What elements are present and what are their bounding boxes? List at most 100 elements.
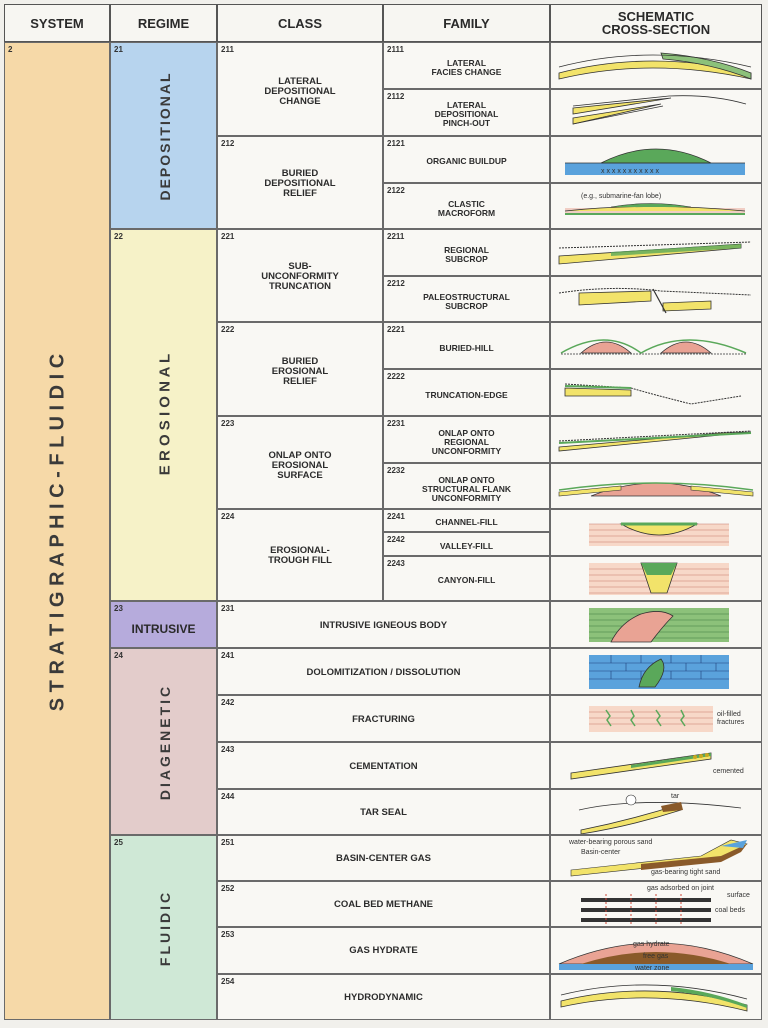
class-code: 211 (221, 45, 234, 54)
class-name: INTRUSIVE IGNEOUS BODY (319, 620, 448, 631)
class-cell: 224 EROSIONAL- TROUGH FILL (217, 509, 383, 601)
note-hyd-hydrate: gas hydrate (633, 941, 670, 948)
note-hyd-free: free gas (643, 953, 669, 960)
class-code: 253 (221, 930, 235, 939)
family-cell: 2231 ONLAP ONTO REGIONAL UNCONFORMITY (383, 416, 550, 463)
family-name: PALEOSTRUCTURAL SUBCROP (423, 292, 510, 311)
family-cell: 2211 REGIONAL SUBCROP (383, 229, 550, 276)
regime-name: FLUIDIC (157, 889, 173, 967)
svg-text:x x x x x x x x x x x: x x x x x x x x x x x (601, 168, 659, 175)
regime-intrusive: 23 INTRUSIVE (110, 601, 217, 648)
lateral-facies-schematic (558, 52, 752, 80)
family-name: ONLAP ONTO STRUCTURAL FLANK UNCONFORMITY (421, 475, 512, 503)
family-name: LATERAL FACIES CHANGE (431, 58, 502, 77)
coal-bed-methane-schematic: gas adsorbed on joint surface coal beds (581, 885, 750, 924)
family-cell: 2121 ORGANIC BUILDUP (383, 136, 550, 183)
class-code: 242 (221, 698, 235, 707)
class-name: CEMENTATION (349, 761, 418, 772)
schematic-cell: (e.g., submarine-fan lobe) (550, 183, 762, 229)
class-code: 221 (221, 232, 235, 241)
canyon-fill-schematic (589, 562, 729, 595)
family-code: 2232 (387, 466, 405, 475)
regime-fluidic: 25 FLUIDIC (110, 835, 217, 1020)
class-name: BASIN-CENTER GAS (335, 853, 431, 864)
class-cell: 241 DOLOMITIZATION / DISSOLUTION (217, 648, 550, 695)
channel-fill-schematic (589, 522, 729, 546)
family-cell: 2122 CLASTIC MACROFORM (383, 183, 550, 229)
hydrodynamic-schematic (560, 984, 748, 1012)
class-name: HYDRODYNAMIC (344, 992, 423, 1003)
family-name: VALLEY-FILL (439, 541, 494, 551)
intrusive-body-schematic (589, 608, 729, 643)
family-cell: 2243 CANYON-FILL (383, 556, 550, 601)
class-code: 243 (221, 745, 235, 754)
header-class: CLASS (217, 4, 383, 42)
family-cell: 2241 CHANNEL-FILL (383, 509, 550, 532)
class-name: LATERAL DEPOSITIONAL CHANGE (264, 76, 336, 107)
family-code: 2121 (387, 139, 405, 148)
family-code: 2243 (387, 559, 405, 568)
truncation-edge-schematic (564, 383, 742, 405)
family-code: 2222 (387, 372, 405, 381)
regime-code: 24 (114, 651, 123, 660)
class-cell: 251 BASIN-CENTER GAS (217, 835, 550, 881)
schematic-cell (550, 42, 762, 89)
organic-buildup-schematic: x x x x x x x x x x x (565, 148, 745, 175)
class-name: TAR SEAL (360, 807, 407, 818)
family-name: TRUNCATION-EDGE (425, 390, 508, 400)
class-name: ONLAP ONTO EROSIONAL SURFACE (268, 450, 332, 481)
schematic-cell: cemented (550, 742, 762, 789)
class-code: 231 (221, 604, 235, 613)
family-name: LATERAL DEPOSITIONAL PINCH-OUT (434, 100, 499, 128)
paleostructural-subcrop-schematic (558, 287, 752, 314)
family-cell: 2111 LATERAL FACIES CHANGE (383, 42, 550, 89)
note-fracturing: oil-filled (717, 711, 741, 718)
schematic-cell: gas adsorbed on joint surface coal beds (550, 881, 762, 927)
class-code: 224 (221, 512, 235, 521)
class-name: BURIED DEPOSITIONAL RELIEF (264, 168, 336, 199)
class-cell: 223 ONLAP ONTO EROSIONAL SURFACE (217, 416, 383, 509)
system-code: 2 (8, 45, 13, 54)
class-code: 241 (221, 651, 235, 660)
schematic-cell: oil-filled fractures (550, 695, 762, 742)
schematic-cell (550, 556, 762, 601)
family-cell: 2222 TRUNCATION-EDGE (383, 369, 550, 416)
class-cell: 253 GAS HYDRATE (217, 927, 550, 974)
note-bcg-gas: gas-bearing tight sand (651, 869, 720, 876)
gas-hydrate-schematic: gas hydrate free gas water zone (558, 941, 754, 972)
class-cell: 244 TAR SEAL (217, 789, 550, 835)
schematic-cell (550, 648, 762, 695)
family-name: BURIED-HILL (439, 343, 494, 353)
schematic-cell (550, 509, 762, 556)
family-code: 2241 (387, 512, 405, 521)
class-code: 222 (221, 325, 235, 334)
regime-erosional: 22 E R O S I O N A L (110, 229, 217, 601)
family-name: ORGANIC BUILDUP (426, 156, 507, 166)
note-cbm-coal: coal beds (715, 907, 745, 914)
dolomitization-schematic (589, 655, 729, 689)
note-cbm-adsorbed: gas adsorbed on joint (647, 885, 714, 892)
class-name: COAL BED METHANE (333, 899, 434, 910)
class-name: FRACTURING (352, 714, 415, 725)
cementation-schematic: cemented (570, 752, 744, 780)
family-name: CANYON-FILL (437, 575, 496, 585)
fracturing-schematic: oil-filled fractures (589, 706, 745, 732)
family-code: 2211 (387, 232, 405, 241)
class-code: 252 (221, 884, 235, 893)
schematic-cell: tar (550, 789, 762, 835)
regime-name: E R O S I O N A L (156, 353, 174, 476)
system-name: S T R A T I G R A P H I C - F L U I D I … (46, 353, 69, 712)
class-code: 212 (221, 139, 235, 148)
note-fracturing-2: fractures (717, 719, 745, 726)
class-cell: 252 COAL BED METHANE (217, 881, 550, 927)
note-bcg-water: water-bearing porous sand (568, 839, 652, 846)
header-schematic: SCHEMATIC CROSS-SECTION (550, 4, 762, 42)
family-code: 2112 (387, 92, 405, 101)
note-clastic: (e.g., submarine-fan lobe) (581, 193, 661, 200)
family-code: 2231 (387, 419, 405, 428)
regime-name: DEPOSITIONAL (157, 71, 173, 201)
regime-code: 23 (114, 604, 123, 613)
class-cell: 222 BURIED EROSIONAL RELIEF (217, 322, 383, 416)
class-cell: 212 BURIED DEPOSITIONAL RELIEF (217, 136, 383, 229)
